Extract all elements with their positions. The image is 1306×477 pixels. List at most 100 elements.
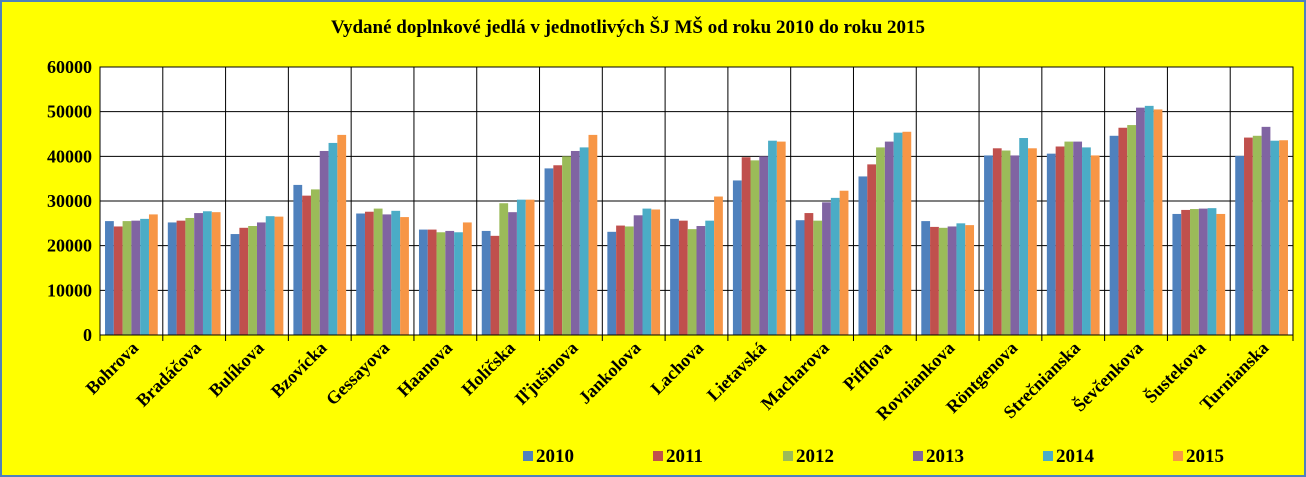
bar (1190, 209, 1199, 335)
bar (768, 140, 777, 335)
bar (553, 165, 563, 335)
bar (274, 216, 284, 335)
bar (391, 210, 401, 335)
bar (921, 221, 931, 335)
bar (804, 213, 814, 335)
bar (1207, 208, 1217, 335)
bar (607, 231, 617, 335)
bar (902, 131, 912, 335)
bar (947, 226, 957, 335)
bar (248, 226, 257, 335)
bar (490, 235, 500, 335)
legend-label: 2014 (1056, 446, 1095, 467)
bar (1001, 150, 1011, 335)
legend-swatch (1173, 451, 1183, 461)
bar (562, 156, 571, 335)
bar (364, 211, 374, 335)
bar (454, 232, 463, 335)
bar (1216, 213, 1226, 335)
bar (310, 189, 320, 335)
y-tick-label: 50000 (47, 102, 92, 122)
legend-swatch (523, 451, 533, 461)
bar (956, 223, 966, 335)
bar (1118, 127, 1128, 335)
bar (1019, 138, 1029, 335)
bar (1046, 153, 1056, 335)
bar (795, 220, 805, 335)
bar (867, 164, 877, 335)
bar (678, 220, 688, 335)
bar (633, 215, 643, 335)
bar (642, 208, 652, 335)
chart-title: Vydané doplnkové jedlá v jednotlivých ŠJ… (331, 16, 925, 38)
bar (373, 208, 383, 335)
legend-swatch (913, 451, 923, 461)
bar (140, 218, 149, 335)
bar (1136, 107, 1145, 335)
bar (830, 197, 840, 335)
bar (1261, 126, 1271, 335)
y-tick-label: 40000 (47, 146, 92, 166)
bar (1064, 141, 1074, 335)
bar (884, 141, 894, 335)
legend-swatch (783, 451, 793, 461)
bar (1252, 135, 1262, 335)
bar (776, 141, 786, 335)
bar (1235, 155, 1245, 335)
legend-label: 2015 (1186, 446, 1224, 467)
legend-label: 2013 (926, 446, 964, 467)
bar (992, 148, 1002, 335)
bar (616, 225, 625, 335)
legend-swatch (1043, 451, 1053, 461)
bar (714, 196, 723, 335)
bar (239, 227, 249, 335)
y-tick-label: 30000 (47, 191, 92, 211)
bar (579, 147, 589, 335)
bar (696, 226, 706, 335)
bar (194, 213, 203, 335)
bar (759, 156, 769, 335)
bar (670, 218, 679, 335)
bar (813, 220, 823, 335)
bar (131, 220, 141, 335)
bar (1270, 140, 1280, 335)
bar (1055, 146, 1065, 335)
bar (984, 155, 993, 335)
bar (858, 176, 868, 335)
bar (499, 203, 509, 335)
bar (544, 168, 554, 335)
bar (1082, 147, 1091, 335)
bar (319, 150, 329, 335)
bar (930, 226, 939, 335)
bar (230, 234, 240, 335)
bar (525, 199, 535, 335)
bar (705, 220, 715, 335)
bar (822, 202, 831, 335)
legend-swatch (653, 451, 663, 461)
bar (265, 216, 275, 335)
bar (185, 217, 195, 335)
bar (462, 222, 472, 335)
bar (651, 209, 661, 335)
legend-label: 2011 (666, 446, 703, 467)
bar (1144, 105, 1154, 335)
bar (167, 222, 177, 335)
bar (400, 217, 409, 335)
bar (1090, 155, 1100, 335)
bar (302, 195, 311, 335)
bar (750, 160, 760, 335)
bar (105, 221, 114, 335)
bar (356, 213, 365, 335)
y-tick-label: 60000 (47, 57, 92, 77)
bar (965, 225, 975, 335)
bar (1127, 125, 1137, 335)
y-tick-label: 0 (83, 325, 92, 345)
bar (176, 220, 186, 335)
bar (382, 214, 392, 335)
bar (1172, 213, 1182, 335)
y-tick-label: 10000 (47, 280, 92, 300)
bar (1181, 209, 1191, 335)
y-tick-label: 20000 (47, 236, 92, 256)
bar (624, 226, 634, 335)
bar (337, 134, 347, 335)
